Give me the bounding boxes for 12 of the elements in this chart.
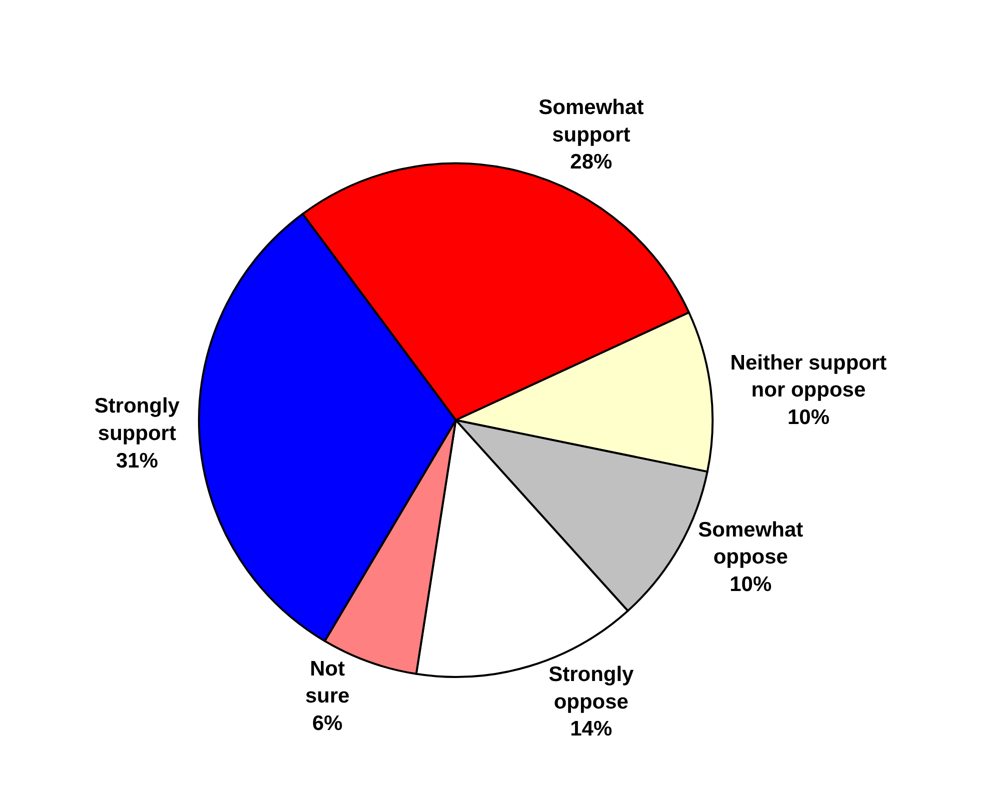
data-label: 14% [570, 718, 612, 741]
data-label: 6% [312, 712, 343, 735]
slice-label: Neither support nor oppose [730, 351, 887, 402]
slice-label: Somewhat oppose [698, 518, 804, 569]
slice-label: Strongly support [94, 394, 180, 446]
slice-label: Not sure [305, 657, 350, 708]
data-label: 10% [787, 406, 830, 429]
slice-label: Strongly oppose [548, 663, 634, 714]
data-label: 10% [730, 572, 772, 596]
slice-label: Somewhat support [538, 96, 644, 146]
data-label: 31% [116, 449, 158, 472]
data-label: 28% [570, 150, 613, 174]
